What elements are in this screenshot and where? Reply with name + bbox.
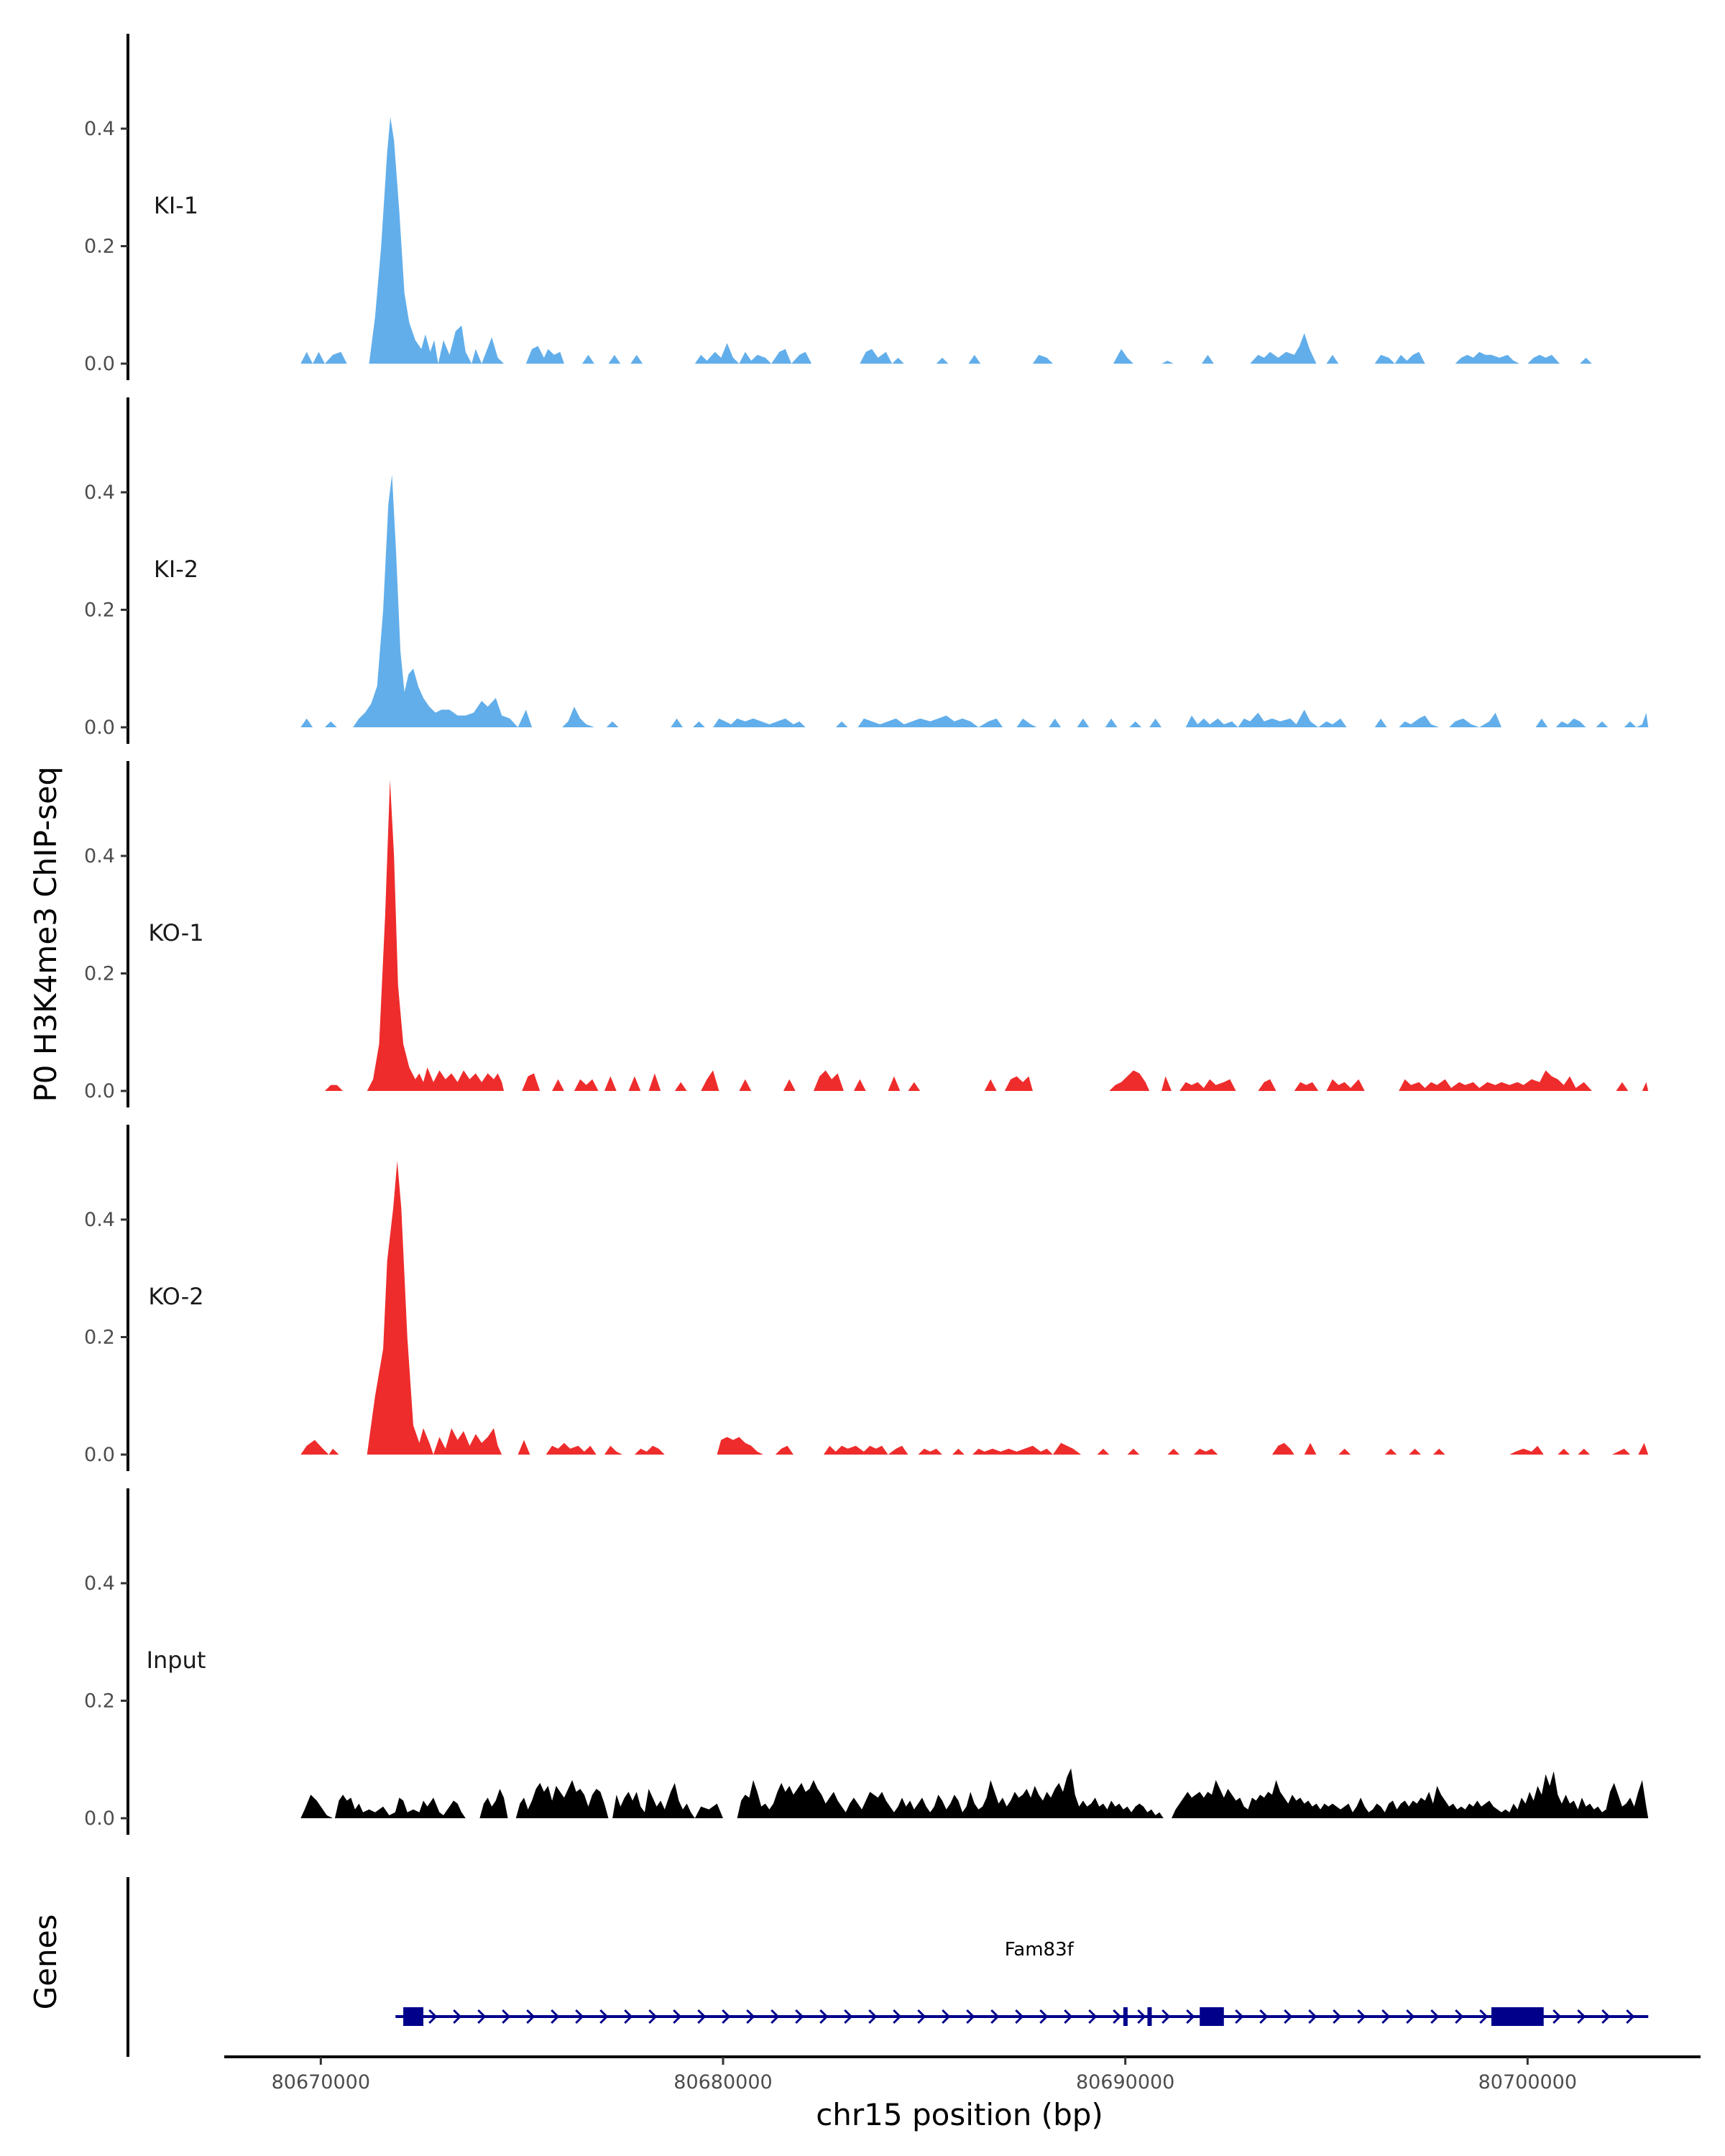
gene-exon (1200, 2007, 1224, 2026)
strand-arrow-icon (1162, 2009, 1171, 2024)
strand-arrow-icon (477, 2009, 487, 2024)
gene-name-label: Fam83f (1005, 1939, 1075, 1961)
signal-area-input (300, 1768, 1649, 1818)
strand-arrow-icon (770, 2009, 780, 2024)
strand-arrow-icon (1088, 2009, 1098, 2024)
y-tick-label: 0.4 (84, 1209, 115, 1231)
strand-arrow-icon (1064, 2009, 1073, 2024)
strand-arrow-icon (453, 2009, 462, 2024)
strand-arrow-icon (624, 2009, 633, 2024)
x-axis-title: chr15 position (bp) (816, 2097, 1103, 2132)
strand-arrow-icon (966, 2009, 975, 2024)
y-tick-label: 0.0 (84, 717, 115, 739)
strand-arrow-icon (1308, 2009, 1317, 2024)
strand-arrow-icon (1039, 2009, 1049, 2024)
signal-area-ko-2 (300, 1161, 1649, 1455)
strand-arrow-icon (746, 2009, 755, 2024)
x-tick-label: 80670000 (272, 2071, 370, 2093)
y-tick-label: 0.2 (84, 236, 115, 258)
strand-arrow-icon (819, 2009, 829, 2024)
strand-arrow-icon (1577, 2009, 1586, 2024)
strand-arrow-icon (673, 2009, 682, 2024)
track-label: KI-2 (154, 556, 198, 583)
strand-arrow-icon (1113, 2009, 1122, 2024)
strand-arrow-icon (868, 2009, 878, 2024)
strand-arrow-icon (1381, 2009, 1391, 2024)
strand-arrow-icon (1455, 2009, 1464, 2024)
y-tick-label: 0.0 (84, 1080, 115, 1102)
strand-arrow-icon (893, 2009, 902, 2024)
track-panel-ki-2: 0.0 0.2 0.4 KI-2 (84, 397, 1649, 744)
strand-arrow-icon (1333, 2009, 1342, 2024)
y-tick-label: 0.2 (84, 963, 115, 985)
strand-arrow-icon (795, 2009, 804, 2024)
y-tick-label: 0.4 (84, 1572, 115, 1595)
tracks-layer: 0.00.20.4KI-10.00.20.4KI-20.00.20.4KO-10… (84, 34, 1649, 1835)
track-panel-input: 0.0 0.2 0.4 Input (84, 1488, 1649, 1835)
track-label: Input (147, 1646, 206, 1674)
strand-arrow-icon (1357, 2009, 1366, 2024)
strand-arrow-icon (1235, 2009, 1244, 2024)
x-axis: 80670000 80680000 80690000 80700000 (224, 2055, 1701, 2093)
track-panel-ko-2: 0.0 0.2 0.4 KO-2 (84, 1125, 1649, 1471)
strand-arrow-icon (1430, 2009, 1440, 2024)
genes-track-title: Genes (28, 1915, 63, 2010)
signal-area-ko-1 (324, 779, 1649, 1091)
gene-exon (403, 2007, 424, 2026)
gene-exon (1123, 2007, 1128, 2026)
strand-arrow-icon (1552, 2009, 1562, 2024)
strand-arrow-icon (1601, 2009, 1611, 2024)
track-panel-ki-1: 0.0 0.2 0.4 KI-1 (84, 34, 1592, 380)
y-tick-label: 0.2 (84, 1690, 115, 1713)
gene-track: Fam83f (126, 1877, 1649, 2057)
y-tick-label: 0.0 (84, 353, 115, 375)
strand-arrow-icon (575, 2009, 584, 2024)
strand-arrow-icon (1284, 2009, 1293, 2024)
y-tick-label: 0.0 (84, 1807, 115, 1830)
strand-arrow-icon (1137, 2009, 1146, 2024)
strand-arrow-icon (1479, 2009, 1489, 2024)
strand-arrow-icon (722, 2009, 731, 2024)
strand-arrow-icon (1186, 2009, 1195, 2024)
y-tick-label: 0.4 (84, 118, 115, 140)
x-tick-label: 80680000 (673, 2071, 772, 2093)
strand-arrow-icon (990, 2009, 1000, 2024)
y-tick-label: 0.0 (84, 1444, 115, 1466)
y-tick-label: 0.2 (84, 1327, 115, 1349)
y-tick-label: 0.2 (84, 599, 115, 622)
strand-arrow-icon (697, 2009, 707, 2024)
track-label: KO-2 (148, 1283, 203, 1310)
strand-arrow-icon (1015, 2009, 1024, 2024)
strand-arrow-icon (428, 2009, 438, 2024)
signal-area-ki-1 (300, 116, 1592, 364)
x-tick-label: 80690000 (1076, 2071, 1174, 2093)
strand-arrow-icon (942, 2009, 951, 2024)
track-label: KO-1 (148, 919, 203, 946)
track-panel-ko-1: 0.0 0.2 0.4 KO-1 (84, 761, 1649, 1107)
strand-arrow-icon (599, 2009, 609, 2024)
y-tick-label: 0.4 (84, 482, 115, 504)
strand-arrow-icon (917, 2009, 926, 2024)
strand-arrow-icon (844, 2009, 853, 2024)
strand-arrow-icon (1259, 2009, 1269, 2024)
strand-arrow-icon (502, 2009, 511, 2024)
strand-arrow-icon (1406, 2009, 1415, 2024)
signal-area-ki-2 (300, 474, 1649, 727)
x-tick-label: 80700000 (1478, 2071, 1577, 2093)
gene-exon (1491, 2007, 1544, 2026)
track-label: KI-1 (154, 192, 198, 219)
strand-arrow-icon (551, 2009, 560, 2024)
strand-arrow-icon (526, 2009, 535, 2024)
y-tick-label: 0.4 (84, 845, 115, 867)
strand-arrow-icon (1626, 2009, 1635, 2024)
strand-arrow-icon (648, 2009, 658, 2024)
gene-exon (1147, 2007, 1152, 2026)
y-axis-title: P0 H3K4me3 ChIP-seq (28, 766, 63, 1102)
